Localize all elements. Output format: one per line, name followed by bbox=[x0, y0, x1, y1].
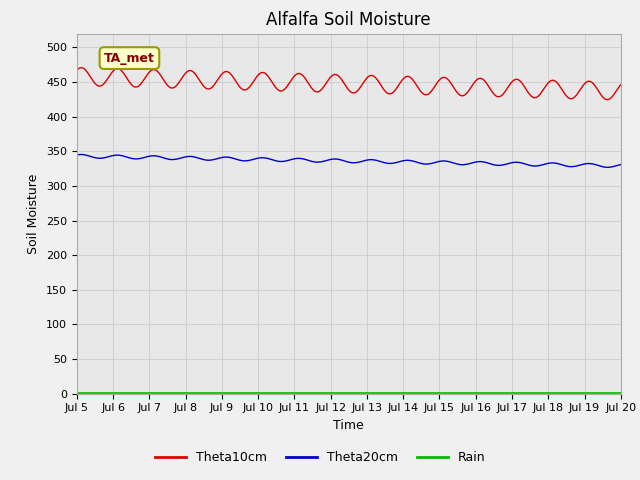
Legend: Theta10cm, Theta20cm, Rain: Theta10cm, Theta20cm, Rain bbox=[150, 446, 490, 469]
Title: Alfalfa Soil Moisture: Alfalfa Soil Moisture bbox=[266, 11, 431, 29]
X-axis label: Time: Time bbox=[333, 419, 364, 432]
Text: TA_met: TA_met bbox=[104, 51, 155, 65]
Y-axis label: Soil Moisture: Soil Moisture bbox=[28, 173, 40, 254]
